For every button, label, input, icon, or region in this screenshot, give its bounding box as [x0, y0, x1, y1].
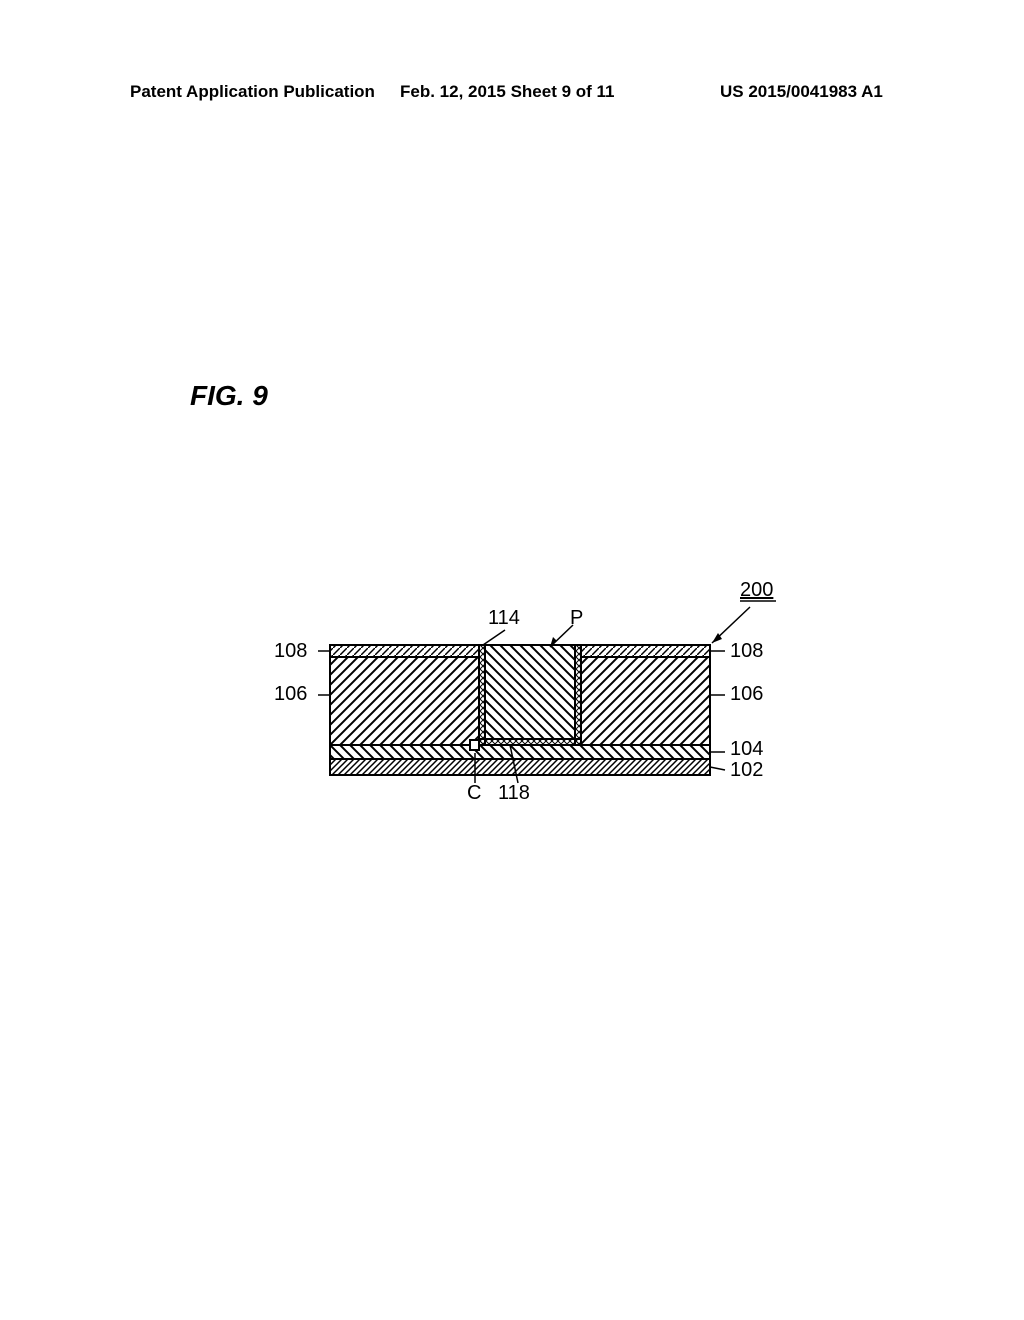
label-C: C [467, 782, 481, 805]
header-patent-number: US 2015/0041983 A1 [720, 82, 883, 102]
figure-title: FIG. 9 [190, 380, 268, 412]
label-P: P [570, 607, 583, 630]
label-assembly-200: 200 [740, 579, 773, 602]
label-104: 104 [730, 738, 763, 761]
label-108-left: 108 [274, 640, 307, 663]
label-106-left: 106 [274, 683, 307, 706]
label-108-right: 108 [730, 640, 763, 663]
label-106-right: 106 [730, 683, 763, 706]
figure-9-diagram: 200 P 114 108 106 108 106 104 102 C 118 [270, 585, 820, 835]
cross-section-svg [270, 585, 820, 835]
header-sheet-info: Feb. 12, 2015 Sheet 9 of 11 [400, 82, 615, 102]
header-publication: Patent Application Publication [130, 82, 375, 102]
label-114: 114 [488, 607, 520, 630]
label-118: 118 [498, 782, 530, 805]
label-102: 102 [730, 759, 763, 782]
